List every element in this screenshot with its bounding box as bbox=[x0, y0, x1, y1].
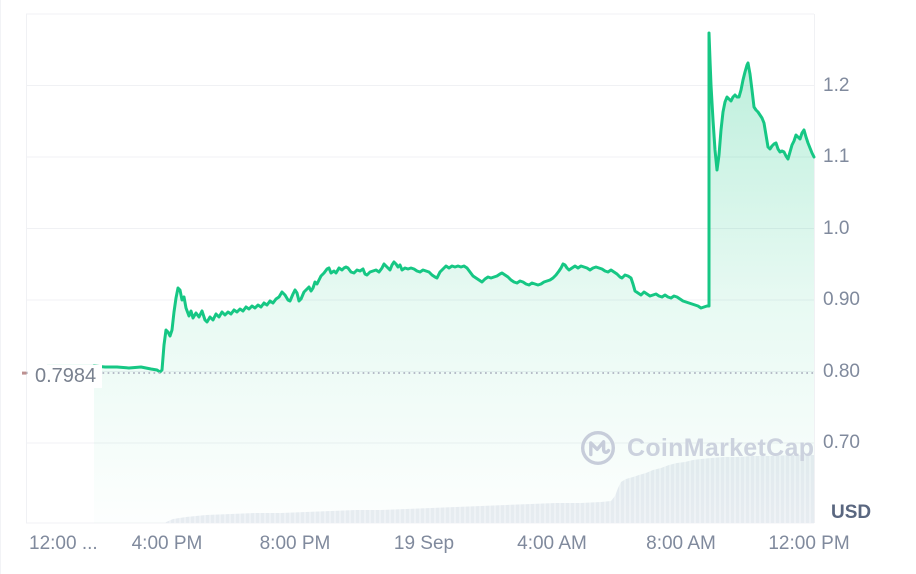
x-tick-label: 19 Sep bbox=[393, 533, 455, 554]
y-tick-label: 1.1 bbox=[823, 146, 850, 167]
watermark: CoinMarketCap bbox=[578, 428, 814, 468]
x-tick-label: 12:00 ... bbox=[29, 533, 98, 554]
x-tick-label: 8:00 PM bbox=[259, 533, 331, 554]
price-line bbox=[92, 31, 816, 374]
reference-price-tick bbox=[22, 371, 27, 375]
price-area-fill bbox=[94, 33, 814, 523]
y-tick-label: 1.0 bbox=[823, 217, 850, 239]
x-tick-label: 4:00 AM bbox=[517, 533, 587, 554]
y-tick-label: 0.90 bbox=[823, 289, 860, 310]
x-tick-label: 8:00 AM bbox=[646, 533, 716, 554]
y-tick-label: 0.80 bbox=[823, 360, 860, 382]
watermark-text: CoinMarketCap bbox=[627, 433, 815, 462]
y-tick-label: 0.70 bbox=[823, 432, 860, 453]
reference-price-label: 0.7984 bbox=[28, 365, 103, 388]
x-tick-label: 12:00 PM bbox=[768, 533, 850, 554]
x-tick-label: 4:00 PM bbox=[131, 533, 203, 554]
currency-unit-label: USD bbox=[831, 502, 872, 523]
y-tick-label: 1.2 bbox=[823, 74, 850, 96]
coinmarketcap-logo-icon bbox=[580, 430, 616, 466]
